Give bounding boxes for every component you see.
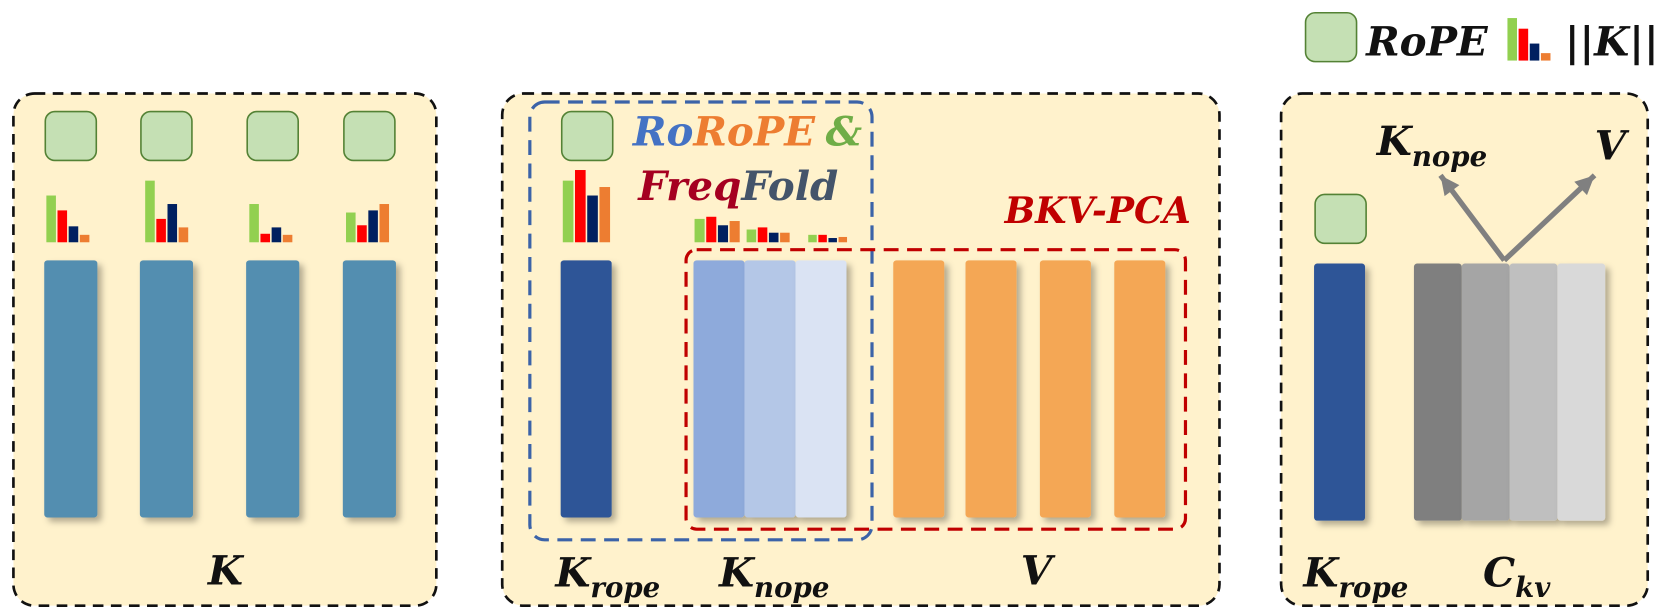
group-box — [684, 248, 1188, 531]
norm-icon-bar — [271, 227, 282, 243]
arrow-label: Knope — [1376, 117, 1487, 173]
norm-icon-bar — [575, 170, 586, 243]
norm-icon-bar — [368, 210, 378, 243]
norm-icon-bar — [1540, 53, 1551, 61]
norm-icon-bar — [156, 218, 166, 243]
norm-icon-bar — [757, 227, 768, 243]
pca-title: BKV-PCA — [1004, 189, 1191, 232]
norm-icon-bar — [599, 187, 611, 243]
vector-bar — [1509, 263, 1558, 521]
vector-bar — [1413, 263, 1462, 521]
legend-rope: RoPE — [1365, 17, 1489, 65]
norm-icon-bar — [1518, 28, 1529, 61]
rope-icon — [44, 110, 98, 162]
norm-icon-bar — [167, 204, 178, 243]
vector-bar — [342, 260, 396, 518]
vector-bar — [44, 260, 98, 518]
legend-norm: ||K|| — [1565, 17, 1659, 66]
method-title: RoRoPE & — [632, 108, 862, 156]
shapes — [12, 11, 1650, 608]
label-main: K — [554, 549, 592, 597]
label-main: K — [1302, 549, 1340, 597]
vector-bar — [560, 260, 612, 518]
vector-bar — [1557, 263, 1606, 521]
norm-icon-bar — [746, 229, 757, 243]
arrow — [1502, 173, 1597, 263]
arrow-head — [1440, 175, 1460, 197]
vector-bar — [744, 260, 796, 518]
label-main: K — [718, 549, 756, 597]
norm-icon-bar — [249, 204, 259, 243]
method-part: Fold — [740, 162, 838, 210]
method-part: Freq — [637, 162, 741, 210]
label-main: C — [1483, 549, 1515, 597]
panel-label: Krope — [1302, 549, 1408, 605]
panel-label: Knope — [718, 549, 829, 605]
panel-label: V — [1021, 546, 1056, 594]
norm-icon-bar — [1529, 43, 1540, 61]
vector-bar — [893, 260, 945, 518]
norm-icon-bar — [780, 232, 790, 243]
rope-icon — [246, 110, 299, 162]
method-part: & — [826, 108, 862, 156]
vector-bar — [139, 260, 193, 518]
norm-icon-bar — [260, 233, 271, 243]
vector-bar — [246, 260, 300, 518]
vector-bar — [1039, 260, 1091, 518]
norm-icon-bar — [178, 227, 189, 243]
label-sub: nope — [1412, 140, 1487, 173]
vector-bar — [965, 260, 1017, 518]
vector-bar — [1314, 263, 1366, 521]
vector-bar — [693, 260, 745, 518]
norm-icon-bar — [828, 238, 837, 243]
group-box — [528, 100, 874, 542]
label-sub: kv — [1515, 571, 1551, 604]
norm-icon-bar — [57, 210, 68, 243]
rope-icon — [140, 110, 193, 162]
norm-icon-bar — [282, 234, 293, 243]
label-sub: rope — [1339, 571, 1409, 604]
norm-icon-bar — [379, 204, 390, 243]
panel-label: Ckv — [1483, 549, 1551, 605]
norm-icon-bar — [79, 234, 90, 243]
rope-icon — [560, 110, 614, 162]
method-part: RoPE — [692, 108, 816, 156]
panel-label: Krope — [554, 549, 660, 605]
method-title: FreqFold — [637, 162, 838, 210]
norm-icon-bar — [587, 195, 598, 243]
norm-icon-bar — [768, 232, 779, 243]
vector-bar — [1114, 260, 1166, 518]
rope-icon — [1314, 193, 1367, 245]
norm-icon-bar — [46, 195, 56, 243]
panel-label: K — [207, 546, 245, 594]
panel — [12, 92, 438, 608]
norm-icon-bar — [68, 226, 79, 243]
norm-icon-bar — [818, 234, 827, 243]
method-part: Ro — [632, 108, 693, 156]
norm-icon-bar — [145, 180, 155, 243]
norm-icon-bar — [808, 234, 817, 243]
vector-bar — [795, 260, 847, 518]
norm-icon-bar — [717, 225, 729, 243]
norm-icon-bar — [1507, 18, 1518, 61]
arrow-head — [1574, 175, 1595, 196]
label-sub: rope — [590, 571, 660, 604]
norm-icon-bar — [838, 236, 848, 243]
norm-icon-bar — [346, 212, 356, 243]
label-main: K — [1376, 117, 1414, 165]
norm-icon-bar — [357, 225, 367, 243]
norm-icon-bar — [706, 216, 717, 243]
norm-icon-bar — [694, 218, 705, 243]
label-sub: nope — [754, 571, 829, 604]
vector-bar — [1461, 263, 1510, 521]
arrow-label: V — [1595, 121, 1630, 169]
norm-icon-bar — [562, 180, 574, 243]
norm-icon-bar — [729, 221, 740, 243]
rope-icon — [343, 110, 396, 162]
rope-icon — [1304, 11, 1358, 63]
